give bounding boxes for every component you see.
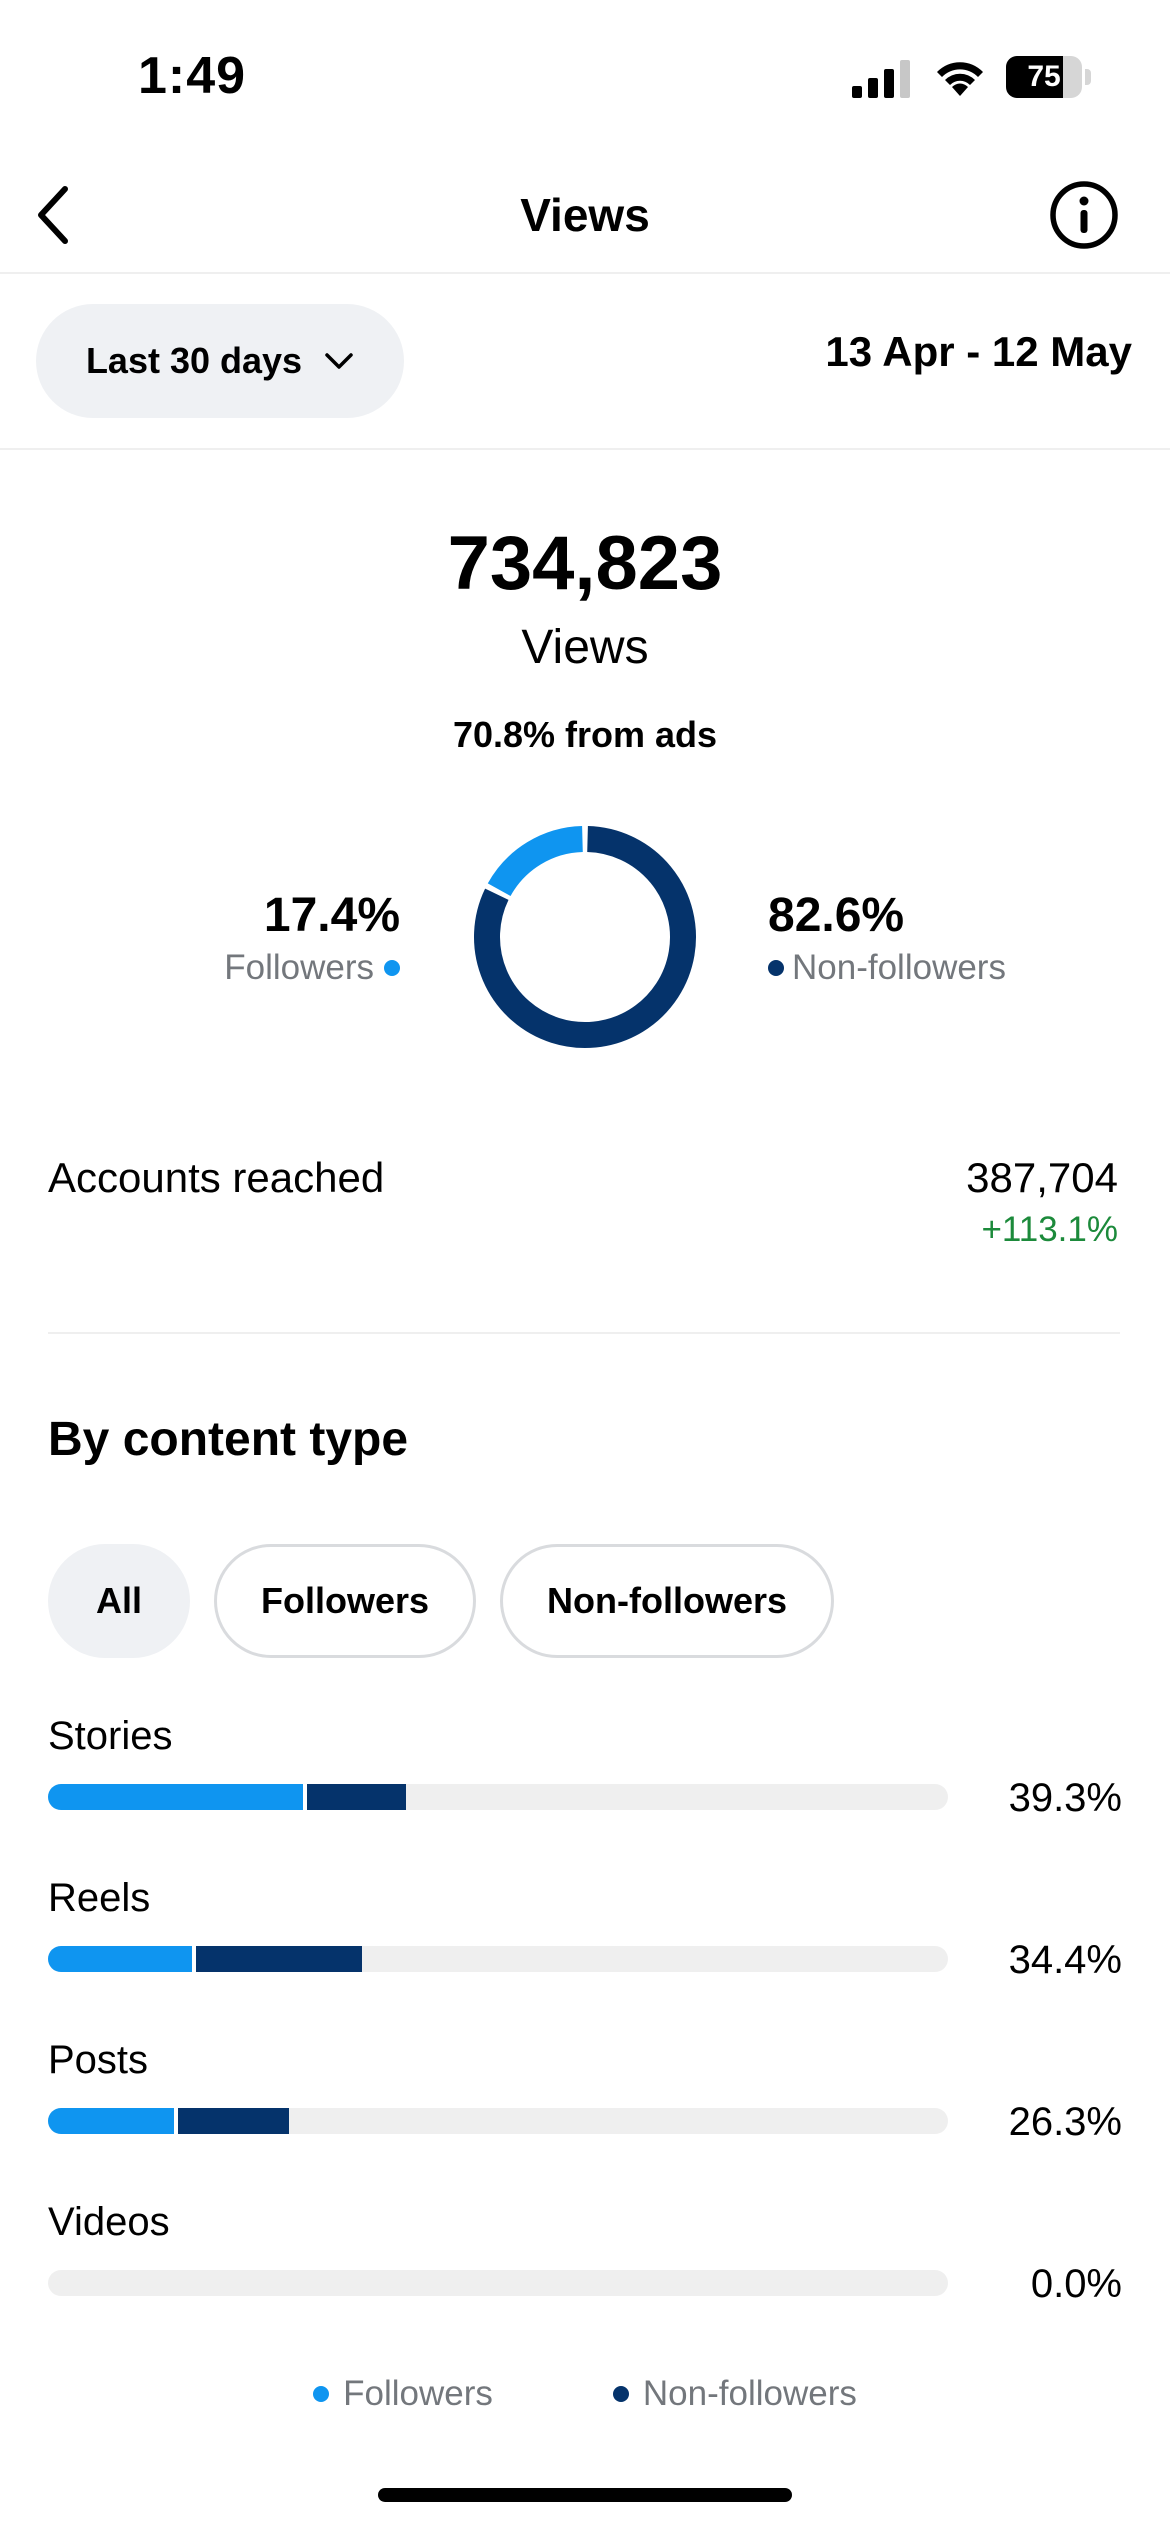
- period-label: Last 30 days: [85, 340, 303, 381]
- filter-chip-followers[interactable]: Followers: [214, 1544, 477, 1658]
- content-bar: [48, 2108, 948, 2134]
- status-bar: 1:49 75: [0, 0, 1170, 150]
- date-filter-row: Last 30 days 13 Apr - 12 May: [0, 276, 1170, 450]
- filter-chip-all[interactable]: All: [48, 1544, 190, 1658]
- bar-segment-gap: [302, 1784, 307, 1810]
- section-title: By content type: [48, 1413, 409, 1466]
- content-row-stories: Stories 39.3%: [48, 1714, 1122, 1826]
- content-row-label: Posts: [48, 2038, 149, 2082]
- battery-level: 75: [1027, 60, 1061, 93]
- bar-segment-followers: [48, 1946, 192, 1972]
- bar-segment-nonfollowers: [306, 1784, 406, 1810]
- legend-item-followers: Followers: [313, 2374, 493, 2414]
- accounts-reached-value: 387,704: [966, 1154, 1118, 1201]
- period-dropdown[interactable]: Last 30 days: [36, 304, 404, 418]
- back-button[interactable]: [18, 170, 88, 260]
- wifi-icon: [937, 62, 983, 96]
- status-time: 1:49: [138, 47, 247, 105]
- content-bar: [48, 2270, 948, 2296]
- content-row-percentage: 39.3%: [1008, 1776, 1122, 1820]
- total-views-value: 734,823: [447, 521, 723, 606]
- content-row-percentage: 0.0%: [1030, 2262, 1122, 2306]
- followers-label-text: Followers: [224, 948, 374, 987]
- home-indicator[interactable]: [378, 2488, 792, 2502]
- followers-dot-icon: [384, 960, 400, 976]
- battery-icon: 75: [1006, 56, 1092, 98]
- nonfollowers-dot-icon: [612, 2386, 629, 2402]
- content-row-videos: Videos 0.0%: [48, 2200, 1122, 2312]
- content-row-percentage: 26.3%: [1008, 2100, 1122, 2144]
- nonfollowers-percentage: 82.6%: [768, 889, 905, 942]
- filter-chip-nonfollowers[interactable]: Non-followers: [500, 1544, 835, 1658]
- content-row-label: Stories: [48, 1714, 173, 1758]
- accounts-reached-change: +113.1%: [981, 1210, 1118, 1249]
- donut-segment-followers: [487, 826, 584, 897]
- signal-icon: [852, 60, 910, 98]
- bar-segment-gap: [174, 2108, 178, 2134]
- nonfollowers-legend: Non-followers: [768, 948, 1006, 988]
- content-row-reels: Reels 34.4%: [48, 1876, 1122, 1988]
- bar-segment-nonfollowers: [178, 2108, 289, 2134]
- date-range: 13 Apr - 12 May: [825, 328, 1132, 375]
- page-title: Views: [520, 189, 650, 241]
- audience-donut-chart: [474, 826, 696, 1048]
- chart-legend: Followers Non-followers: [0, 2374, 1170, 2414]
- legend-label: Followers: [343, 2374, 493, 2413]
- nav-bar: Views: [0, 160, 1170, 274]
- bar-segment-followers: [48, 1784, 303, 1810]
- followers-percentage: 17.4%: [263, 889, 400, 942]
- content-row-percentage: 34.4%: [1008, 1938, 1122, 1982]
- content-filter-chips: All Followers Non-followers: [48, 1544, 835, 1658]
- accounts-reached-label: Accounts reached: [48, 1154, 385, 1201]
- legend-item-nonfollowers: Non-followers: [612, 2374, 857, 2414]
- nonfollowers-label-text: Non-followers: [792, 948, 1006, 987]
- ads-share-text: 70.8% from ads: [452, 714, 718, 755]
- followers-dot-icon: [313, 2386, 330, 2402]
- divider: [48, 1332, 1120, 1334]
- nonfollowers-dot-icon: [768, 960, 784, 976]
- battery-fill: [1006, 56, 1063, 98]
- content-bar: [48, 1946, 948, 1972]
- legend-label: Non-followers: [642, 2374, 857, 2413]
- content-row-label: Videos: [48, 2200, 170, 2244]
- info-button[interactable]: [1046, 172, 1122, 258]
- content-row-label: Reels: [48, 1876, 151, 1920]
- bar-segment-nonfollowers: [196, 1946, 362, 1972]
- donut-segment-nonfollowers: [474, 826, 696, 1048]
- bar-segment-gap: [192, 1946, 196, 1972]
- followers-legend: Followers: [224, 948, 400, 988]
- bar-segment-followers: [48, 2108, 174, 2134]
- total-views-label: Views: [521, 621, 649, 674]
- chevron-left-icon: [38, 186, 68, 244]
- content-bar: [48, 1784, 948, 1810]
- chevron-down-icon: [325, 353, 353, 369]
- content-row-posts: Posts 26.3%: [48, 2038, 1122, 2150]
- info-icon: [1050, 181, 1118, 249]
